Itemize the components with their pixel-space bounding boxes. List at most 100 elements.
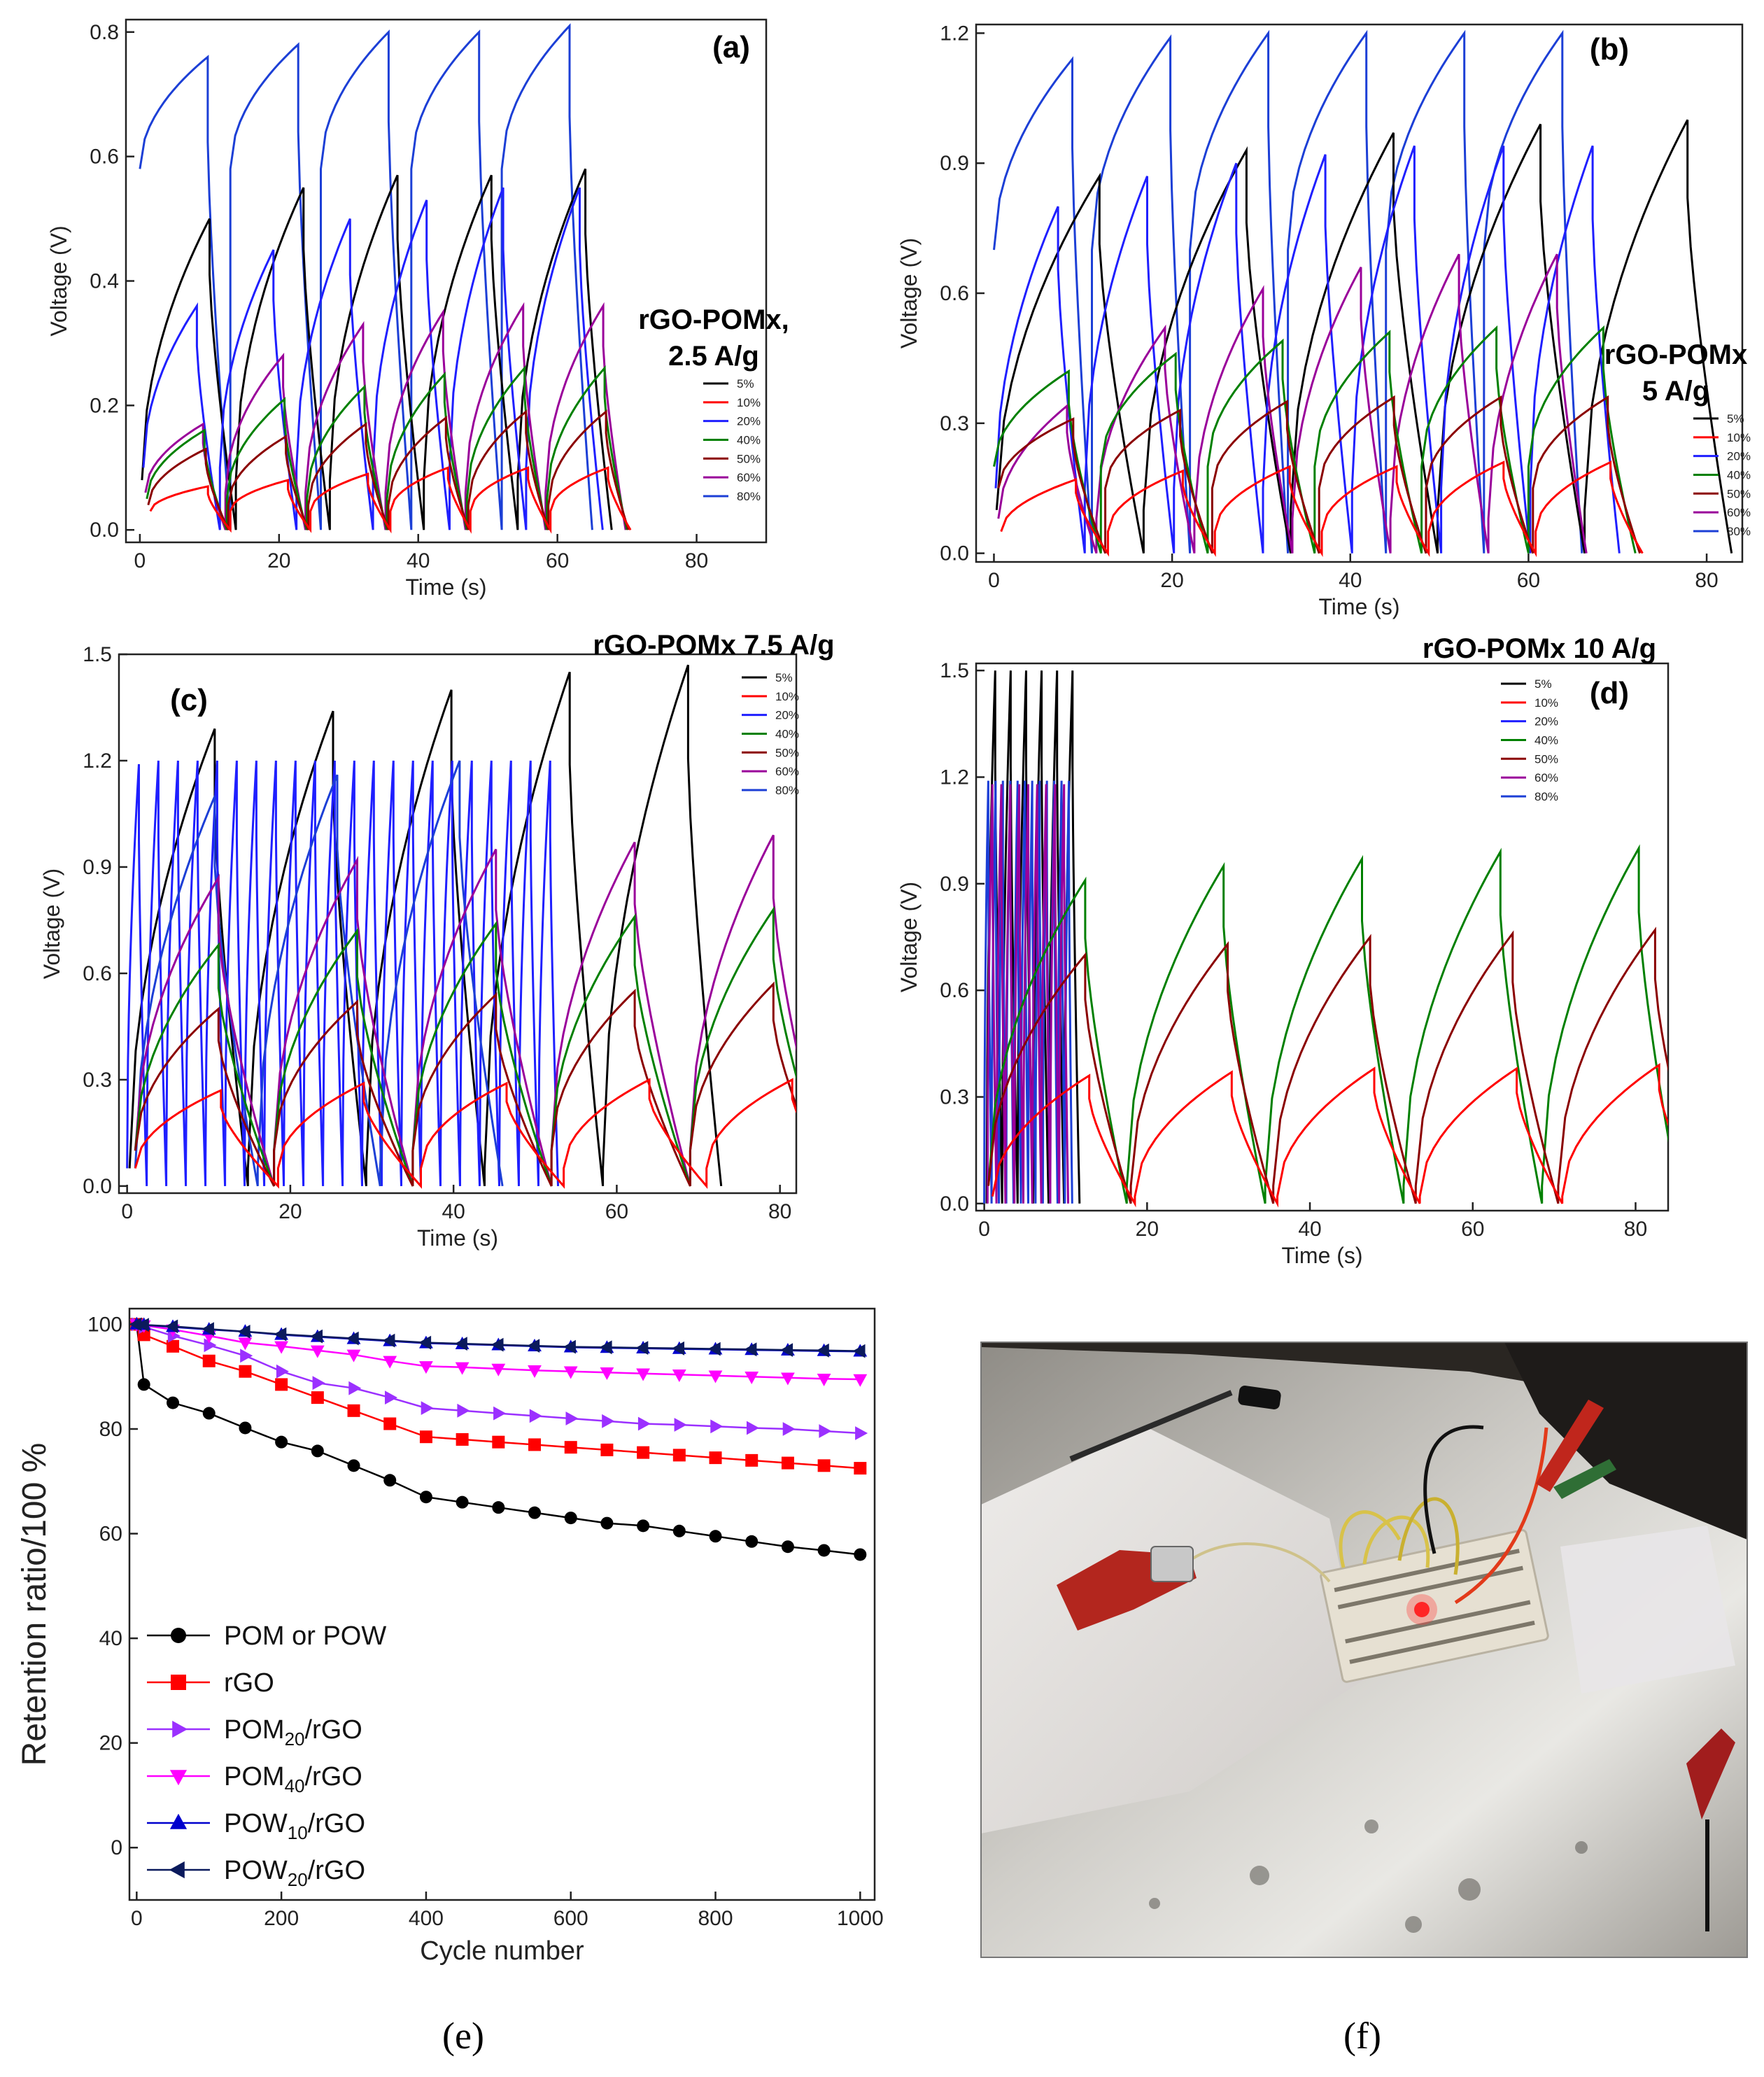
- x-tick-label-d-4: 80: [1624, 1218, 1647, 1241]
- series-line-b-10pct: [1000, 460, 1644, 558]
- x-axis-title-b: Time (s): [1318, 594, 1399, 619]
- retention-point-0-15: [637, 1519, 650, 1533]
- y-tick-label-d-1: 0.3: [940, 1086, 969, 1109]
- red-wire: [1454, 1427, 1548, 1605]
- legend-label-b-0: 5%: [1727, 412, 1744, 425]
- retention-line-5: [136, 1323, 861, 1352]
- legend-label-e-0: POM or POW: [224, 1621, 386, 1651]
- y-tick-label-b-3: 0.9: [940, 152, 969, 175]
- y-tick-label-a-0: 0.0: [90, 519, 119, 542]
- plot-frame-e: [128, 1307, 876, 1901]
- legend-label-b-3: 40%: [1727, 468, 1751, 481]
- clip-metal: [1150, 1546, 1194, 1582]
- retention-point-5-2: [165, 1319, 178, 1334]
- retention-point-5-15: [635, 1341, 649, 1355]
- yellow-wire-3: [1397, 1497, 1460, 1575]
- annotation-a-1: 2.5 A/g: [668, 341, 759, 372]
- y-tick-label-b-4: 1.2: [940, 22, 969, 45]
- retention-point-2-7: [348, 1381, 362, 1395]
- retention-point-3-17: [708, 1370, 723, 1384]
- x-tick-label-d-0: 0: [978, 1218, 990, 1241]
- x-tick-label-e-3: 600: [553, 1907, 588, 1930]
- legend-label-e-5: POW20/rGO: [224, 1856, 365, 1890]
- retention-point-1-18: [745, 1453, 758, 1467]
- multimeter-probe: [1686, 1729, 1735, 1819]
- legend-label-a-2: 20%: [737, 415, 761, 428]
- retention-point-5-17: [707, 1342, 721, 1356]
- retention-point-2-9: [421, 1401, 434, 1415]
- series-line-c-40pct: [134, 906, 796, 1187]
- retention-point-0-13: [564, 1512, 577, 1525]
- y-axis-title-a: Voltage (V): [46, 225, 71, 336]
- retention-point-5-4: [237, 1325, 251, 1339]
- retention-point-2-5: [276, 1364, 289, 1379]
- retention-point-0-21: [854, 1548, 867, 1561]
- y-tick-label-a-1: 0.2: [90, 394, 119, 417]
- x-tick-label-e-5: 1000: [837, 1907, 884, 1930]
- x-axis-title-d: Time (s): [1281, 1243, 1362, 1268]
- x-tick-label-a-1: 20: [267, 549, 290, 572]
- y-tick-label-c-2: 0.6: [83, 962, 112, 985]
- retention-point-3-11: [491, 1363, 506, 1377]
- y-tick-label-c-4: 1.2: [83, 749, 112, 773]
- plot-frame-d: [975, 662, 1670, 1212]
- legend-label-a-4: 50%: [737, 452, 761, 465]
- y-tick-label-e-4: 80: [99, 1418, 122, 1441]
- retention-point-3-5: [274, 1341, 288, 1354]
- series-line-c-80pct: [134, 760, 504, 1187]
- retention-point-2-15: [637, 1416, 651, 1431]
- series-line-b-50pct: [997, 395, 1642, 554]
- retention-point-1-10: [456, 1432, 469, 1446]
- legend-label-a-6: 80%: [737, 490, 761, 503]
- annotation-b-0: rGO-POMx: [1604, 339, 1747, 370]
- retention-point-5-8: [382, 1333, 395, 1348]
- retention-point-2-12: [529, 1409, 542, 1423]
- retention-point-5-16: [672, 1341, 684, 1356]
- caption-f: (f): [1343, 2015, 1381, 2057]
- retention-point-0-7: [347, 1459, 360, 1472]
- annotation-d-0: rGO-POMx 10 A/g: [1423, 633, 1656, 664]
- series-line-c-20pct: [126, 760, 559, 1186]
- retention-point-2-10: [457, 1403, 470, 1418]
- annotation-a-0: rGO-POMx,: [638, 304, 789, 335]
- legend-label-d-2: 20%: [1534, 715, 1558, 728]
- x-tick-label-d-2: 40: [1298, 1218, 1321, 1241]
- x-tick-label-a-4: 80: [685, 549, 708, 572]
- legend-label-a-1: 10%: [737, 396, 761, 409]
- legend-marker-e-3: [169, 1770, 188, 1786]
- retention-point-1-19: [781, 1456, 794, 1470]
- retention-point-0-5: [275, 1435, 288, 1449]
- series-line-d-60pct: [986, 784, 1069, 1204]
- series-line-c-60pct: [134, 834, 796, 1187]
- legend-marker-e-0: [171, 1628, 186, 1643]
- retention-line-3: [136, 1323, 861, 1381]
- y-tick-label-b-0: 0.0: [940, 542, 969, 565]
- x-tick-label-b-1: 20: [1160, 569, 1183, 592]
- clip-wire: [1188, 1542, 1331, 1583]
- series-line-d-80pct: [983, 780, 1073, 1204]
- retention-point-3-8: [383, 1356, 397, 1369]
- series-line-a-10pct: [149, 466, 632, 534]
- retention-line-0: [136, 1324, 861, 1556]
- retention-point-0-16: [672, 1524, 686, 1537]
- legend-label-e-4: POW10/rGO: [224, 1809, 365, 1843]
- y-tick-label-e-1: 20: [99, 1732, 122, 1755]
- x-tick-label-d-3: 60: [1461, 1218, 1484, 1241]
- retention-line-2: [136, 1323, 861, 1435]
- y-tick-label-d-3: 0.9: [940, 873, 969, 896]
- legend-label-e-3: POM40/rGO: [224, 1762, 362, 1796]
- retention-point-2-21: [855, 1426, 868, 1440]
- retention-point-3-6: [310, 1345, 325, 1358]
- y-tick-label-a-3: 0.6: [90, 146, 119, 169]
- legend-label-d-5: 60%: [1534, 771, 1558, 784]
- y-tick-label-e-5: 100: [87, 1313, 122, 1336]
- x-tick-label-e-1: 200: [264, 1907, 299, 1930]
- retention-point-1-15: [637, 1446, 650, 1459]
- retention-point-5-11: [491, 1337, 504, 1352]
- legend-label-c-4: 50%: [775, 746, 799, 759]
- yellow-wire-2: [1362, 1515, 1430, 1568]
- panel-d-chart: 0 20 40 60 80 0.0 0.3 0.6 0.9 1.2 1.5 Time (s) Volta…: [896, 633, 1670, 1268]
- y-tick-label-e-2: 40: [99, 1627, 122, 1650]
- legend-label-d-3: 40%: [1534, 733, 1558, 747]
